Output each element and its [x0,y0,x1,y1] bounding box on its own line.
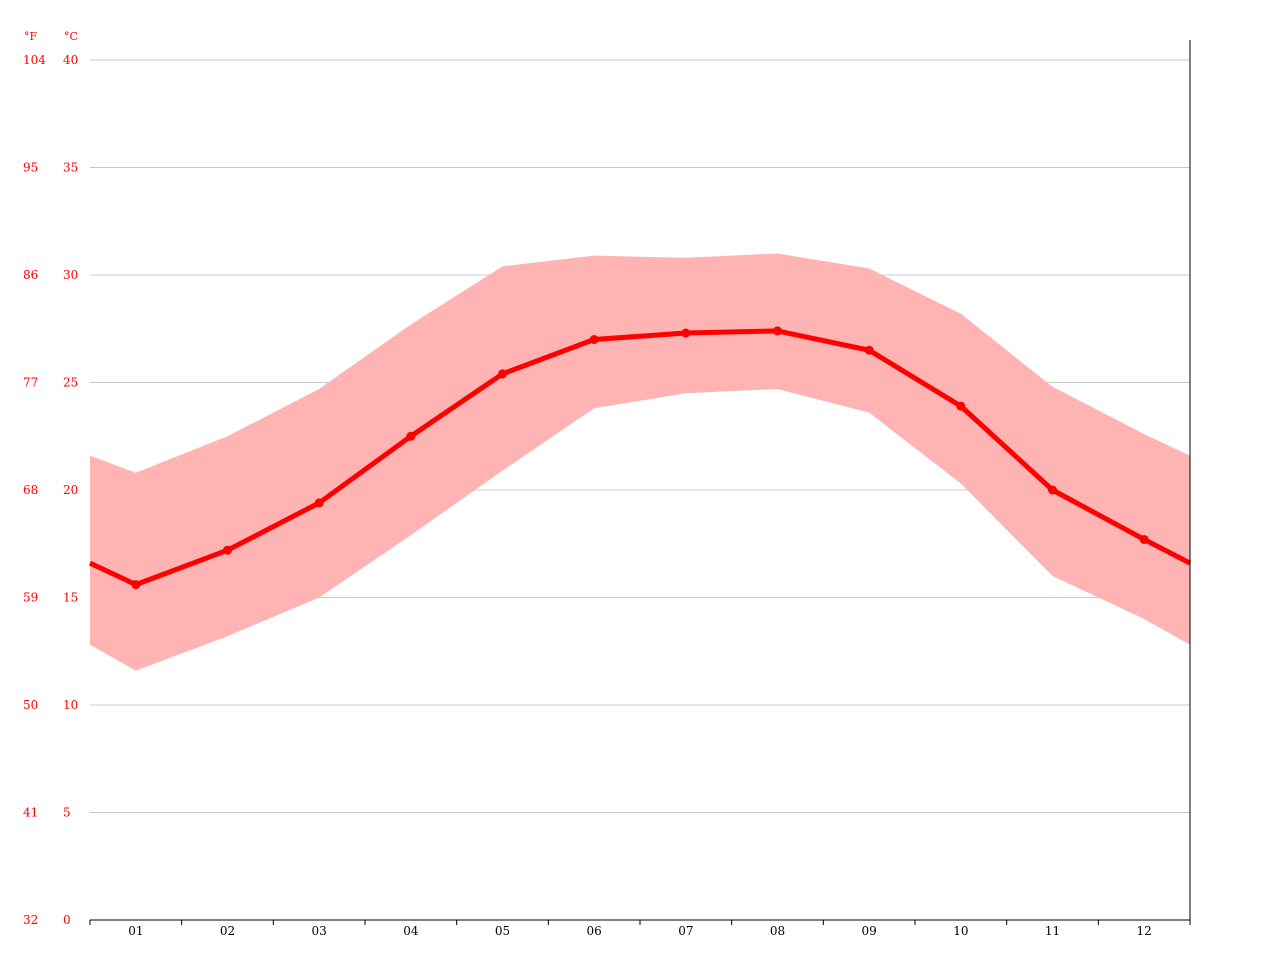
y-tick-label-celsius: 10 [63,698,78,712]
y-tick-label-celsius: 15 [63,591,78,605]
x-tick-label: 07 [678,924,693,938]
celsius-unit-label: °C [64,30,78,43]
x-tick-label: 08 [770,924,785,938]
y-tick-label-fahrenheit: 50 [23,698,38,712]
data-point [1048,485,1057,495]
y-axis-celsius: 0 5 10 15 20 25 30 35 40 [63,53,78,927]
y-tick-label-fahrenheit: 77 [23,376,38,390]
y-tick-label-fahrenheit: 32 [23,913,38,927]
y-tick-label-celsius: 0 [63,913,71,927]
y-tick-label-fahrenheit: 95 [23,161,38,175]
y-tick-label-fahrenheit: 86 [23,268,38,282]
data-point [406,431,416,441]
x-tick-label: 09 [862,924,877,938]
y-tick-label-celsius: 5 [63,806,71,820]
x-tick-label: 05 [495,924,510,938]
data-point [864,345,874,355]
fahrenheit-unit-label: °F [24,30,38,43]
x-tick-label: 04 [403,924,419,938]
average-temperature-line [88,328,1192,588]
data-point [314,498,324,508]
y-tick-label-celsius: 40 [63,53,78,67]
y-tick-label-celsius: 25 [63,376,78,390]
data-point [498,369,507,379]
x-tick-label: 10 [953,924,968,938]
data-point [131,580,141,590]
y-tick-label-celsius: 35 [63,161,78,175]
x-tick-label: 12 [1137,924,1152,938]
data-points [131,326,1149,590]
y-tick-label-celsius: 20 [63,483,78,497]
x-tick-label: 01 [128,924,143,938]
y-tick-label-celsius: 30 [63,268,78,282]
x-tick-label: 06 [587,924,602,938]
x-tick-label: 02 [220,924,235,938]
data-point [681,328,691,338]
temperature-range-band [90,253,1190,671]
y-tick-label-fahrenheit: 41 [23,806,38,820]
x-tick-label: 03 [312,924,327,938]
data-point [956,401,966,411]
y-axis-fahrenheit: 32 41 50 59 68 77 86 95 104 [23,53,46,927]
y-tick-label-fahrenheit: 104 [23,53,46,67]
y-tick-label-fahrenheit: 59 [23,591,38,605]
data-point [589,335,599,344]
data-point [1139,534,1149,544]
x-tick-label: 11 [1045,924,1060,938]
x-axis: 01 02 03 04 05 06 07 08 09 10 11 12 [89,919,1191,938]
data-point [773,326,782,336]
data-point [223,545,232,555]
y-tick-label-fahrenheit: 68 [23,483,38,497]
